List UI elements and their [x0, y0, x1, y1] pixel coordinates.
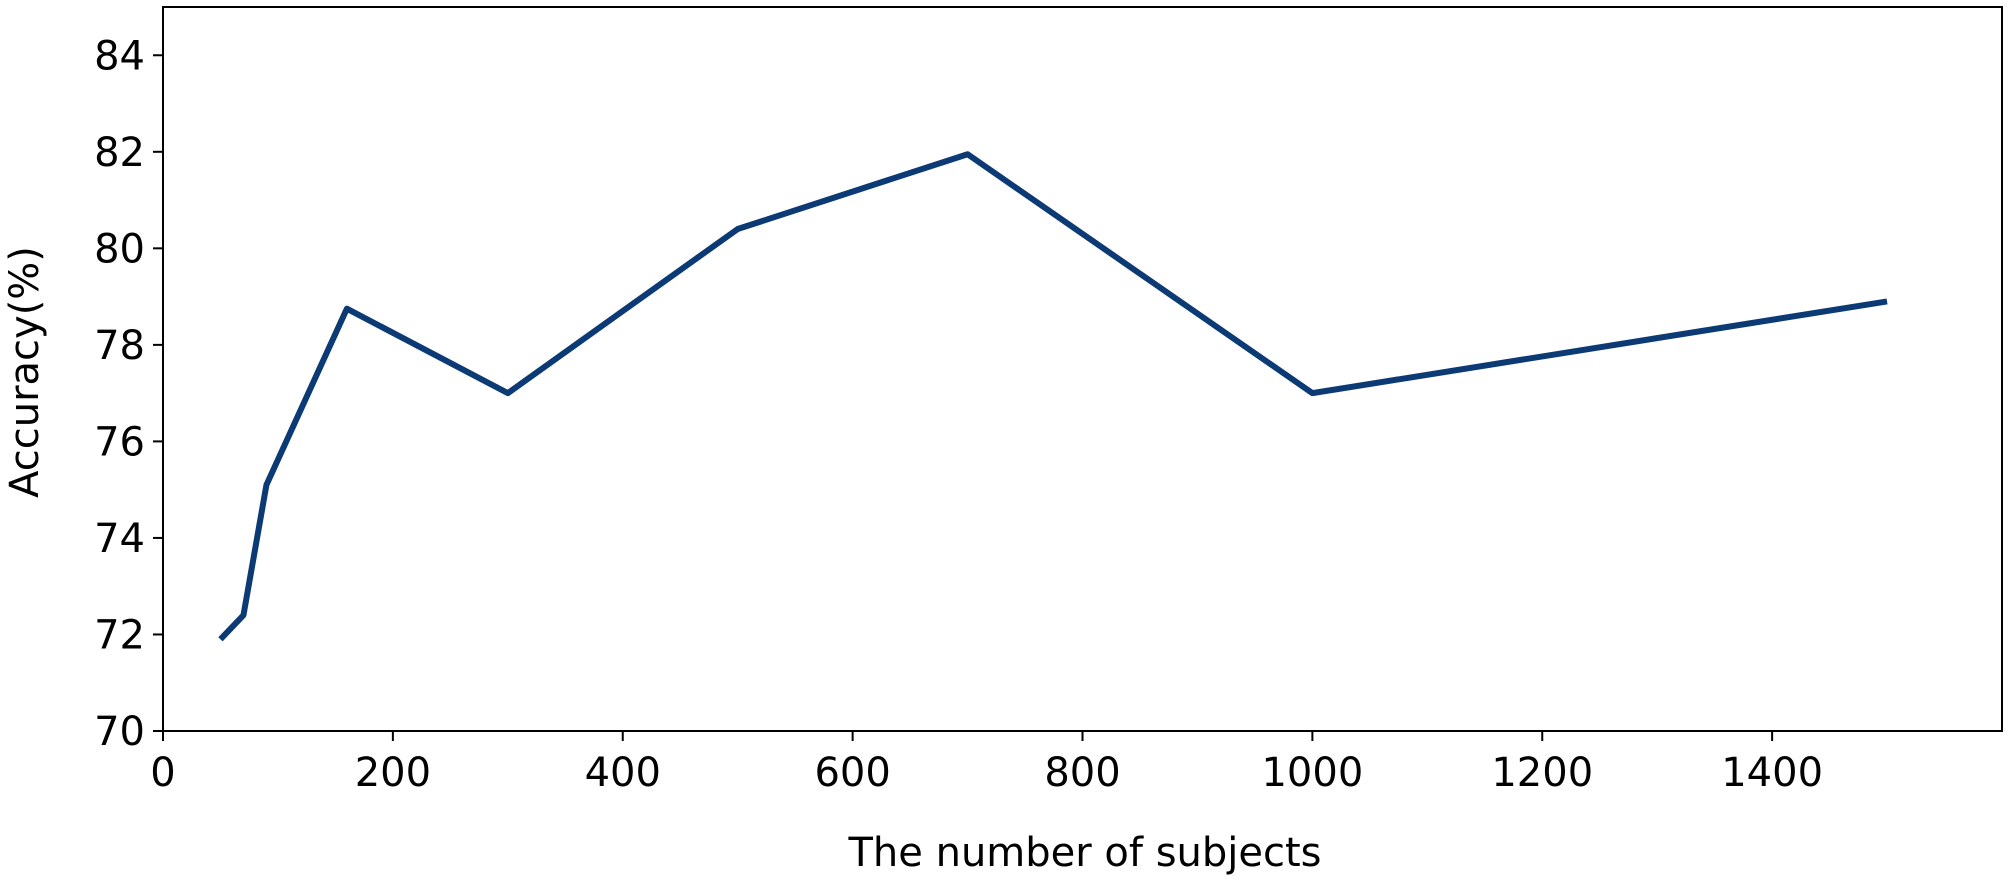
- y-tick-label: 80: [94, 226, 145, 272]
- x-axis-label: The number of subjects: [847, 830, 1321, 876]
- y-tick-label: 76: [94, 419, 145, 465]
- line: [218, 151, 1888, 642]
- x-tick-label: 800: [1044, 750, 1120, 796]
- y-tick-label: 74: [94, 516, 145, 562]
- x-tick-label: 1400: [1721, 750, 1823, 796]
- y-tick-label: 84: [94, 33, 145, 79]
- x-tick-label: 1000: [1261, 750, 1363, 796]
- x-tick-label: 0: [150, 750, 175, 796]
- x-tick-label: 400: [585, 750, 661, 796]
- y-tick-label: 82: [94, 130, 145, 176]
- y-tick-label: 78: [94, 323, 145, 369]
- y-axis-label: Accuracy(%): [2, 246, 48, 498]
- x-tick-label: 600: [814, 750, 890, 796]
- x-tick-label: 200: [355, 750, 431, 796]
- plot-frame: [162, 6, 2003, 732]
- y-tick-label: 72: [94, 612, 145, 658]
- x-tick-label: 1200: [1491, 750, 1593, 796]
- y-tick-label: 70: [94, 709, 145, 755]
